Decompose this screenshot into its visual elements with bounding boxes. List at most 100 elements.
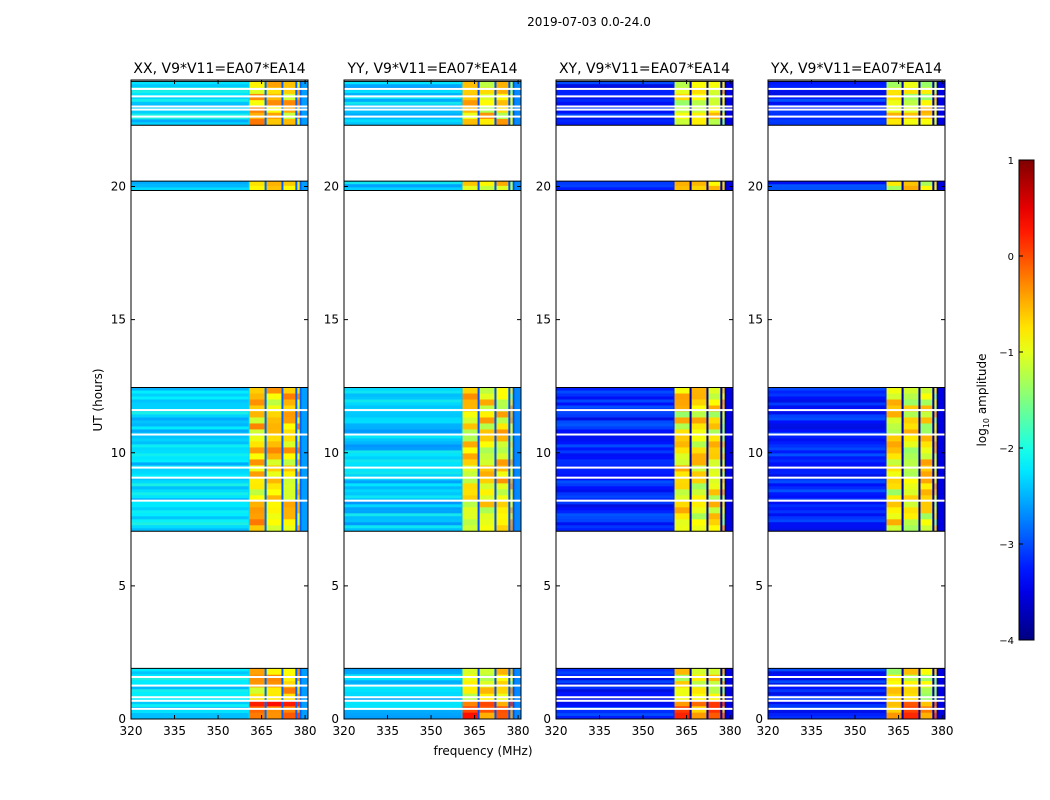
band-cell (283, 185, 296, 191)
y-tick-label: 0 (331, 712, 339, 726)
band-cell (708, 459, 721, 466)
band-cell (903, 435, 919, 442)
band-cell (903, 417, 919, 424)
band-cell (691, 435, 707, 442)
texture-row (556, 462, 674, 466)
band-cell (496, 465, 509, 472)
texture-row (344, 522, 462, 526)
band-cell (297, 674, 300, 682)
band-cell (920, 423, 933, 430)
band-cell (920, 441, 933, 448)
texture-row (131, 671, 249, 675)
texture-row (768, 480, 886, 484)
band-cell (691, 668, 707, 676)
band-cell (674, 87, 690, 95)
band-cell (886, 81, 902, 89)
band-cell (496, 668, 509, 676)
band-cell (903, 525, 919, 532)
texture-row (556, 426, 674, 430)
band-cell (886, 519, 902, 526)
texture-row (344, 674, 462, 678)
band-cell (283, 495, 296, 502)
y-tick-label: 20 (324, 180, 339, 194)
band-cell (903, 712, 919, 719)
texture-row (768, 692, 886, 696)
band-cell (283, 100, 296, 107)
band-cell (249, 100, 265, 107)
texture-row (768, 504, 886, 508)
texture-row (131, 501, 249, 505)
texture-row (131, 187, 249, 191)
texture-row (131, 716, 249, 719)
band-cell (510, 668, 513, 676)
y-tick-label: 10 (111, 446, 126, 460)
band-cell (674, 417, 690, 424)
texture-row (131, 689, 249, 693)
x-axis-label: frequency (MHz) (433, 744, 532, 758)
texture-row (768, 501, 886, 505)
flagged-row (768, 466, 945, 469)
band-cell (297, 429, 300, 436)
band-cell (266, 453, 282, 460)
right-edge-channel (514, 387, 521, 532)
band-cell (266, 87, 282, 95)
texture-row (768, 184, 886, 188)
texture-row (556, 399, 674, 403)
band-cell (903, 447, 919, 454)
x-tick-label: 335 (376, 724, 399, 738)
texture-row (131, 95, 249, 99)
flagged-row (131, 95, 308, 98)
flagged-row (556, 87, 733, 90)
band-cell (708, 712, 721, 719)
band-cell (266, 495, 282, 502)
band-cell (886, 712, 902, 719)
band-cell (249, 681, 265, 688)
band-cell (886, 501, 902, 508)
texture-row (768, 674, 886, 678)
band-cell (934, 87, 937, 95)
band-cell (462, 447, 478, 454)
band-cell (283, 477, 296, 484)
band-cell (674, 507, 690, 514)
texture-row (131, 495, 249, 499)
texture-row (556, 101, 674, 105)
texture-row (768, 450, 886, 454)
band-cell (479, 712, 495, 719)
texture-row (344, 84, 462, 88)
band-cell (510, 387, 513, 395)
band-cell (708, 405, 721, 412)
flagged-row (131, 115, 308, 118)
texture-row (131, 525, 249, 529)
band-cell (297, 459, 300, 466)
band-cell (297, 681, 300, 688)
band-cell (903, 507, 919, 514)
x-tick-label: 380 (719, 724, 742, 738)
band-cell (249, 477, 265, 484)
texture-row (344, 513, 462, 517)
band-cell (691, 441, 707, 448)
band-cell (708, 435, 721, 442)
band-cell (266, 687, 282, 695)
band-cell (722, 465, 725, 472)
texture-row (768, 468, 886, 472)
texture-row (131, 710, 249, 714)
flagged-row (131, 676, 308, 679)
texture-row (556, 480, 674, 484)
band-cell (510, 674, 513, 682)
band-cell (462, 471, 478, 478)
band-cell (462, 712, 478, 719)
band-cell (708, 477, 721, 484)
band-cell (297, 513, 300, 520)
band-cell (886, 668, 902, 676)
texture-row (768, 489, 886, 493)
band-cell (510, 465, 513, 472)
band-cell (722, 495, 725, 502)
texture-row (556, 692, 674, 696)
texture-row (131, 438, 249, 442)
flagged-row (131, 108, 308, 111)
band-cell (722, 87, 725, 95)
band-cell (934, 429, 937, 436)
band-cell (722, 501, 725, 508)
texture-row (768, 84, 886, 88)
flagged-row (556, 115, 733, 118)
